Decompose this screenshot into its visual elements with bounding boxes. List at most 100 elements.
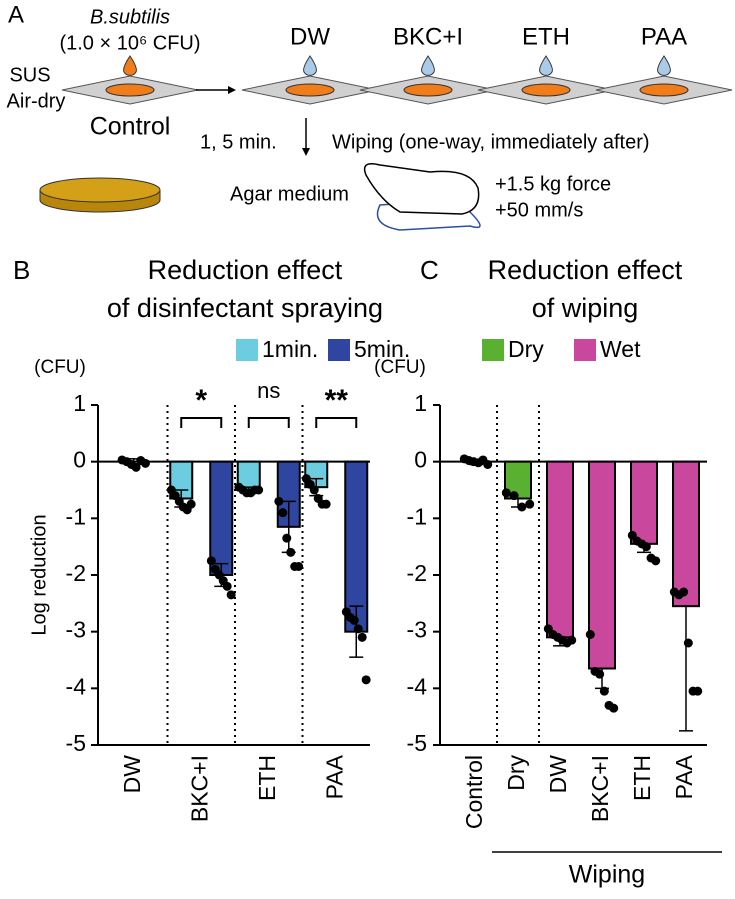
data-point <box>309 485 319 495</box>
y-tick-label: -1 <box>66 503 86 529</box>
y-tick-label: -1 <box>407 503 427 529</box>
data-point <box>222 581 232 591</box>
significance-bracket <box>180 417 223 428</box>
panel-label: B <box>13 255 30 285</box>
y-tick-label: -4 <box>66 673 87 699</box>
data-point <box>525 499 535 509</box>
y-tick-label: -2 <box>66 560 86 586</box>
hand <box>363 163 480 215</box>
wiping-note: Wiping (one-way, immediately after) <box>332 131 650 153</box>
y-tick-label: 1 <box>414 390 427 416</box>
significance-label: * <box>195 384 207 417</box>
data-point <box>517 502 527 512</box>
x-tick-label: PAA <box>321 754 347 799</box>
data-point <box>595 669 605 679</box>
data-point <box>353 624 363 634</box>
data-point <box>286 547 296 557</box>
y-tick-label: -4 <box>407 673 428 699</box>
panel-label: A <box>8 1 24 28</box>
data-point <box>278 508 288 518</box>
organism: B.subtilis <box>90 6 170 28</box>
x-tick-label: Dry <box>503 755 529 791</box>
x-tick-label: Control <box>461 755 487 829</box>
drop <box>539 55 553 76</box>
data-point <box>357 632 367 642</box>
inoculum-spot <box>105 83 155 97</box>
legend-label: 1min. <box>262 336 318 362</box>
data-point <box>651 556 661 566</box>
drying: Air-dry <box>7 90 66 112</box>
data-point <box>294 562 304 571</box>
data-point <box>274 496 284 506</box>
y-tick-label: 0 <box>414 447 427 473</box>
y-unit: (CFU) <box>34 357 86 378</box>
inoculum-spot <box>285 83 335 97</box>
x-tick-label: ETH <box>629 755 655 801</box>
y-tick-label: -3 <box>66 617 86 643</box>
control-label: Control <box>90 113 171 141</box>
data-point <box>254 485 264 495</box>
significance-bracket <box>247 417 290 428</box>
chart-C: C Reduction effect of wiping Dry Wet (CFU) -5 -… <box>374 255 722 889</box>
cloth <box>376 199 481 231</box>
chart-title: of wiping <box>532 293 639 323</box>
y-tick-label: 0 <box>73 447 86 473</box>
bar <box>630 460 658 545</box>
drop <box>303 55 317 76</box>
data-point <box>683 638 693 648</box>
drop <box>123 55 137 76</box>
x-tick-label: ETH <box>254 755 280 801</box>
treatment-plates: DW BKC+I ETH PAA <box>241 23 733 105</box>
legend-swatch <box>574 339 596 361</box>
agar-label: Agar medium <box>230 183 349 205</box>
x-tick-label: DW <box>119 755 145 794</box>
y-tick-label: -2 <box>407 560 427 586</box>
chart-title: Reduction effect <box>148 255 343 285</box>
significance-bracket <box>315 417 358 428</box>
y-tick-label: -5 <box>66 730 86 756</box>
treatment-label: DW <box>290 23 330 50</box>
surface: SUS <box>9 64 50 86</box>
bar <box>546 460 574 639</box>
panel-label: C <box>420 255 439 285</box>
legend-label: Wet <box>600 336 641 362</box>
data-point <box>282 533 292 543</box>
time: 1, 5 min. <box>200 131 277 153</box>
treatment-label: BKC+I <box>393 23 463 50</box>
data-point <box>609 703 619 713</box>
drop <box>421 55 435 76</box>
speed: +50 mm/s <box>495 199 583 221</box>
force: +1.5 kg force <box>495 173 611 195</box>
data-point <box>641 542 651 552</box>
y-tick-label: -5 <box>407 730 427 756</box>
legend-swatch <box>328 339 350 361</box>
treatment-label: PAA <box>641 23 687 50</box>
y-unit: (CFU) <box>374 357 426 378</box>
data-point <box>679 587 689 597</box>
data-point <box>693 686 703 696</box>
legend-swatch <box>482 339 504 361</box>
group-label: Wiping <box>569 861 645 889</box>
data-point <box>131 462 141 472</box>
data-point <box>501 488 511 498</box>
drop <box>657 55 671 76</box>
agar-top <box>39 177 161 203</box>
data-point <box>599 686 609 696</box>
x-tick-label: PAA <box>671 754 697 799</box>
significance-label: ns <box>257 378 280 403</box>
inoculum-spot <box>521 83 571 97</box>
panel-a: A B.subtilis (1.0 × 10⁶ CFU) SUS Air-dry… <box>7 1 733 231</box>
y-tick-label: 1 <box>73 390 86 416</box>
y-axis-label: Log reduction <box>28 514 50 635</box>
chart-B: B Reduction effect of disinfectant sprayin… <box>13 255 410 822</box>
significance-label: ** <box>325 384 349 417</box>
legend-label: Dry <box>508 336 544 362</box>
inoculum-spot <box>639 83 689 97</box>
data-point <box>206 556 216 566</box>
data-point <box>186 499 196 509</box>
arrow-head <box>302 148 310 156</box>
inoculum: (1.0 × 10⁶ CFU) <box>59 32 200 54</box>
treatment-label: ETH <box>522 23 570 50</box>
data-point <box>226 590 236 600</box>
